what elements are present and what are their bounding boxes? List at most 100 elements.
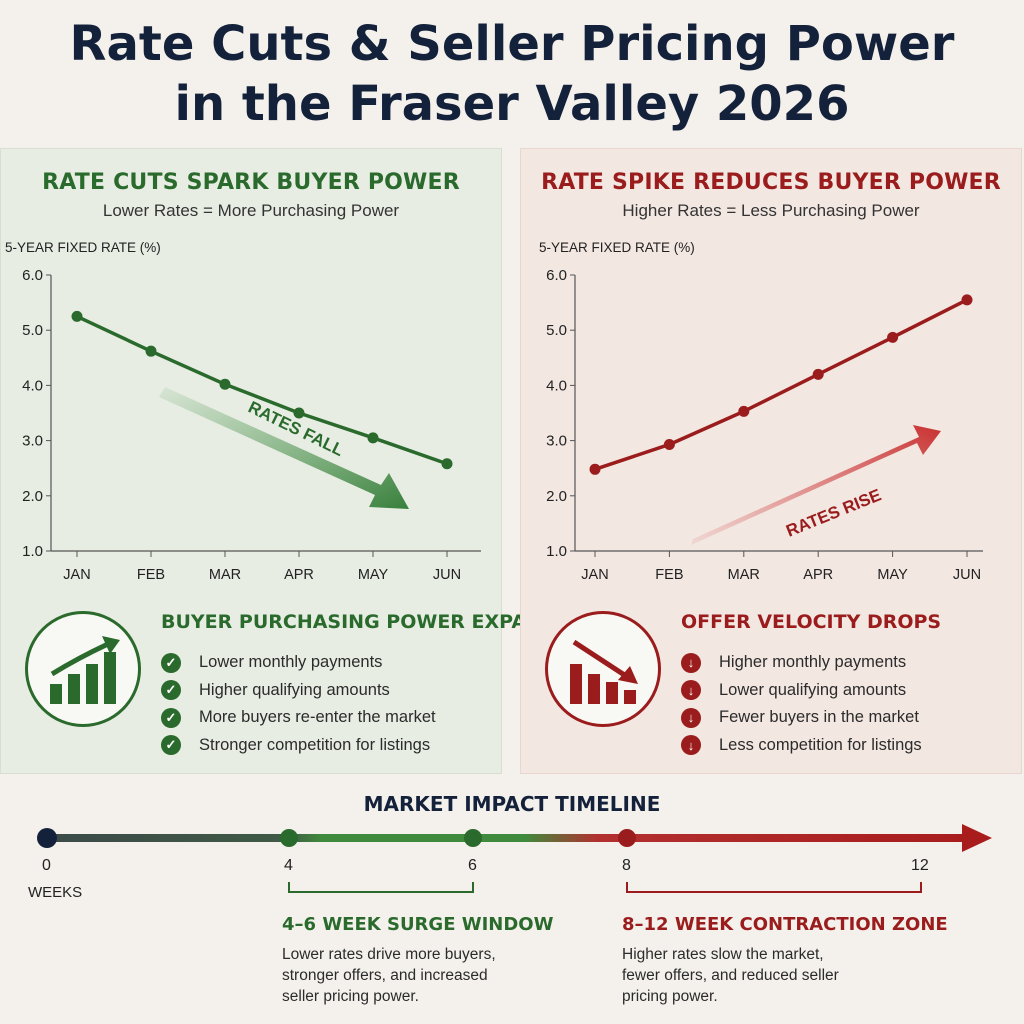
x-tick-label: MAY [877,567,908,579]
y-tick-label: 4.0 [546,377,567,394]
page-title: Rate Cuts & Seller Pricing Power in the … [0,14,1024,134]
contraction-zone-title: 8–12 WEEK CONTRACTION ZONE [622,914,948,935]
down-arrow-circle-icon: ↓ [681,707,701,728]
list-item-text: Higher qualifying amounts [199,680,390,699]
data-point [145,345,157,357]
check-circle-icon: ✓ [161,735,181,756]
list-item: ✓ More buyers re-enter the market [161,704,436,732]
y-tick-label: 3.0 [22,433,43,450]
x-tick-label: FEB [137,567,165,579]
x-tick-label: JUN [953,567,981,579]
series-line [76,314,448,466]
chart-plot [589,294,973,475]
y-tick-label: 3.0 [546,433,567,450]
contraction-bracket [626,882,922,893]
data-point [738,405,750,417]
x-tick-label: MAR [728,567,760,579]
list-item-text: Fewer buyers in the market [719,708,919,727]
data-point [71,310,83,322]
y-tick-label: 5.0 [546,322,567,339]
data-point [812,368,824,380]
title-line-1: Rate Cuts & Seller Pricing Power [69,16,955,72]
list-item: ↓ Higher monthly payments [681,649,922,677]
check-circle-icon: ✓ [161,652,181,673]
list-item-text: Higher monthly payments [719,653,907,672]
timeline-label-12: 12 [911,857,929,874]
buyer-power-list: ✓ Lower monthly payments ✓ Higher qualifyi… [161,649,436,759]
down-arrow-circle-icon: ↓ [681,652,701,673]
list-item-text: Lower monthly payments [199,653,383,672]
y-tick-label: 6.0 [22,267,43,284]
x-tick-label: MAY [358,567,389,579]
rate-spike-panel: RATE SPIKE REDUCES BUYER POWER Higher Ra… [520,148,1022,774]
surge-window-text: Lower rates drive more buyers, stronger … [282,946,496,1005]
chart-plot [71,310,453,470]
timeline-marker-6 [464,829,482,847]
data-point [441,458,453,470]
timeline-marker-0 [37,828,57,848]
data-point [219,378,231,390]
rate-spike-heading: RATE SPIKE REDUCES BUYER POWER [541,170,1001,195]
down-arrow-circle-icon: ↓ [681,735,701,756]
x-tick-label: JUN [433,567,461,579]
list-item: ✓ Lower monthly payments [161,649,436,677]
offer-velocity-list: ↓ Higher monthly payments ↓ Lower qualifyi… [681,649,922,759]
title-line-2: in the Fraser Valley 2026 [174,76,850,132]
series-line [594,298,968,471]
x-tick-label: APR [803,567,833,579]
rate-cuts-subheading: Lower Rates = More Purchasing Power [102,201,400,220]
buyer-power-heading: BUYER PURCHASING POWER EXPANDS [161,611,572,633]
bar-chart-up-icon-graphic [50,636,120,704]
x-tick-label: MAR [209,567,241,579]
y-tick-label: 2.0 [22,488,43,505]
rates-rise-arrow [691,425,941,545]
y-tick-label: 1.0 [22,543,43,560]
contraction-zone-text: Higher rates slow the market, fewer offe… [622,946,839,1005]
timeline-marker-8 [618,829,636,847]
x-tick-label: APR [284,567,314,579]
list-item-text: More buyers re-enter the market [199,708,436,727]
rate-spike-line-chart: 5-YEAR FIXED RATE (%) 1.0 2.0 3.0 4.0 5.0 6.0… [539,240,983,579]
y-tick-label: 6.0 [546,267,567,284]
chart-axes: 1.0 2.0 3.0 4.0 5.0 6.0 JAN FEB MAR APR MAY JUN [546,267,983,579]
list-item: ✓ Stronger competition for listings [161,732,436,760]
rate-cuts-line-chart: 5-YEAR FIXED RATE (%) 1.0 2.0 3.0 4.0 5.0 6.0… [5,240,481,579]
y-tick-label: 4.0 [22,377,43,394]
surge-window-title: 4–6 WEEK SURGE WINDOW [282,914,554,935]
data-point [887,331,899,343]
y-axis-label: 5-YEAR FIXED RATE (%) [5,240,161,255]
timeline-label-4: 4 [284,857,293,874]
rate-spike-subheading: Higher Rates = Less Purchasing Power [622,201,920,220]
x-tick-label: JAN [581,567,608,579]
y-axis-label: 5-YEAR FIXED RATE (%) [539,240,695,255]
list-item-text: Stronger competition for listings [199,735,431,754]
timeline-bar [46,834,966,842]
timeline-marker-4 [280,829,298,847]
timeline-label-8: 8 [622,857,631,874]
down-arrow-circle-icon: ↓ [681,680,701,701]
list-item: ↓ Less competition for listings [681,732,922,760]
offer-velocity-heading: OFFER VELOCITY DROPS [681,611,942,633]
list-item-text: Less competition for listings [719,735,922,754]
bar-chart-up-icon [25,611,141,727]
x-tick-label: FEB [655,567,683,579]
timeline-title: MARKET IMPACT TIMELINE [363,792,661,816]
y-tick-label: 1.0 [546,543,567,560]
list-item: ↓ Lower qualifying amounts [681,677,922,705]
list-item: ✓ Higher qualifying amounts [161,677,436,705]
data-point [367,432,379,444]
list-item: ↓ Fewer buyers in the market [681,704,922,732]
y-tick-label: 5.0 [22,322,43,339]
chart-axes: 1.0 2.0 3.0 4.0 5.0 6.0 JAN FEB MAR APR MAY JUN [22,267,481,579]
data-point [663,438,675,450]
surge-bracket [288,882,474,893]
data-point [961,294,973,306]
bar-chart-down-icon-graphic [570,639,638,704]
check-circle-icon: ✓ [161,680,181,701]
timeline-unit: WEEKS [28,884,83,901]
check-circle-icon: ✓ [161,707,181,728]
rate-cuts-heading: RATE CUTS SPARK BUYER POWER [42,170,460,195]
timeline-arrowhead [962,824,992,852]
x-tick-label: JAN [63,567,90,579]
timeline-label-0: 0 [42,857,51,874]
